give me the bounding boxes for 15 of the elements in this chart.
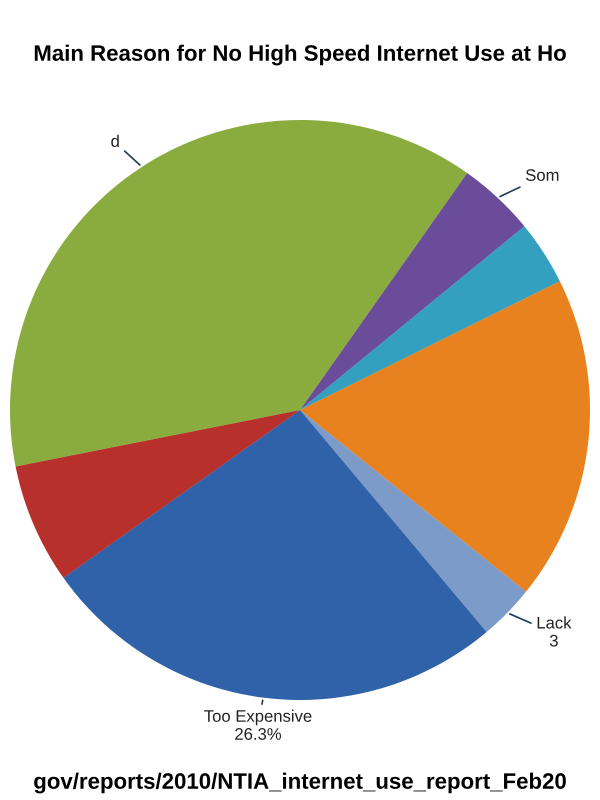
data-label: 26.3% [235, 728, 282, 740]
text: gov/reports/2010/NTIA_internet_use_report_Feb20 [34, 772, 566, 794]
pie-slice [10, 120, 468, 467]
pie-slice [300, 173, 524, 410]
pie-slice [300, 281, 590, 592]
data-label: 3 [550, 634, 558, 647]
pie-slice [16, 410, 300, 578]
slice-label: Lack [538, 616, 572, 629]
slice-label: Som [526, 169, 558, 181]
pie-slice [300, 226, 560, 410]
slice-label: Too Expensive [204, 710, 312, 726]
pie-slice [300, 410, 526, 632]
chart-title: Main Reason for No High Speed Internet Use at Ho [34, 44, 566, 66]
pie-slice [63, 410, 487, 700]
slice-label: d [111, 134, 119, 147]
